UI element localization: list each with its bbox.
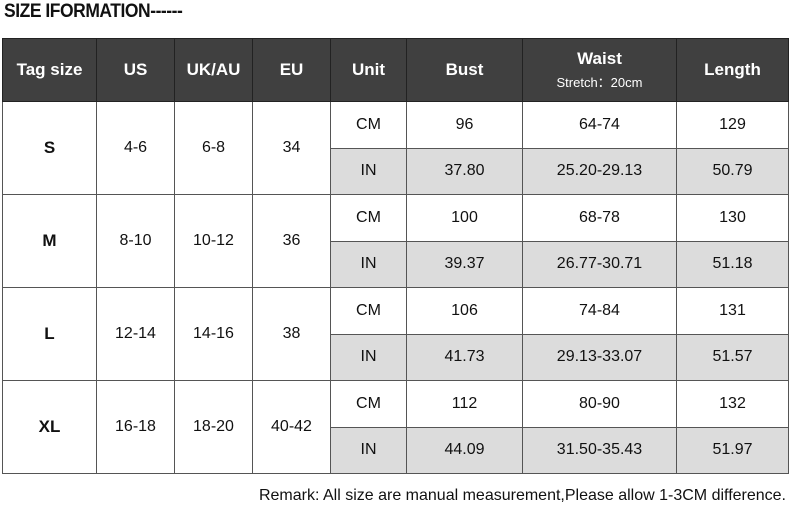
length-cell: 129 (676, 101, 789, 149)
waist-cell: 31.50-35.43 (522, 426, 677, 474)
waist-cell: 74-84 (522, 287, 677, 335)
bust-cell: 100 (406, 194, 523, 242)
unit-cell: CM (330, 287, 407, 335)
eu-size-cell: 38 (252, 287, 331, 381)
table-row-in: IN 37.80 25.20-29.13 50.79 (3, 147, 789, 195)
size-table: Tag size US UK/AU EU Unit Bust Waist Stre… (2, 38, 789, 474)
unit-cell: IN (330, 333, 407, 381)
tag-size-cell: S (2, 101, 97, 195)
table-row-in: IN 41.73 29.13-33.07 51.57 (3, 333, 789, 381)
length-cell: 51.57 (676, 333, 789, 381)
unit-cell: IN (330, 147, 407, 195)
us-size-cell: 8-10 (96, 194, 175, 288)
unit-cell: CM (330, 101, 407, 149)
page-title: SIZE IFORMATION------ (4, 1, 183, 22)
length-cell: 50.79 (676, 147, 789, 195)
waist-cell: 80-90 (522, 380, 677, 428)
header-eu: EU (252, 38, 331, 102)
header-row: Tag size US UK/AU EU Unit Bust Waist Stre… (2, 38, 789, 102)
header-waist-label: Waist (577, 49, 622, 68)
header-uk-au: UK/AU (174, 38, 253, 102)
header-unit: Unit (330, 38, 407, 102)
bust-cell: 96 (406, 101, 523, 149)
table-row-cm: XL 16-18 18-20 40-42 CM 112 80-90 132 (2, 380, 789, 474)
header-length: Length (676, 38, 789, 102)
header-us: US (96, 38, 175, 102)
table-row-cm: S 4-6 6-8 34 CM 96 64-74 129 (2, 101, 789, 195)
uk-au-size-cell: 18-20 (174, 380, 253, 474)
tag-size-cell: M (2, 194, 97, 288)
unit-cell: IN (330, 240, 407, 288)
table-row-in: IN 39.37 26.77-30.71 51.18 (3, 240, 789, 288)
unit-cell: IN (330, 426, 407, 474)
length-cell: 131 (676, 287, 789, 335)
length-cell: 132 (676, 380, 789, 428)
length-cell: 51.97 (676, 426, 789, 474)
unit-cell: CM (330, 194, 407, 242)
bust-cell: 44.09 (406, 426, 523, 474)
uk-au-size-cell: 14-16 (174, 287, 253, 381)
length-cell: 130 (676, 194, 789, 242)
us-size-cell: 16-18 (96, 380, 175, 474)
unit-cell: CM (330, 380, 407, 428)
uk-au-size-cell: 10-12 (174, 194, 253, 288)
bust-cell: 106 (406, 287, 523, 335)
waist-cell: 64-74 (522, 101, 677, 149)
us-size-cell: 12-14 (96, 287, 175, 381)
eu-size-cell: 36 (252, 194, 331, 288)
header-waist: Waist Stretch：20cm (522, 38, 677, 102)
header-bust: Bust (406, 38, 523, 102)
waist-cell: 68-78 (522, 194, 677, 242)
eu-size-cell: 40-42 (252, 380, 331, 474)
eu-size-cell: 34 (252, 101, 331, 195)
tag-size-cell: XL (2, 380, 97, 474)
uk-au-size-cell: 6-8 (174, 101, 253, 195)
bust-cell: 112 (406, 380, 523, 428)
waist-cell: 29.13-33.07 (522, 333, 677, 381)
waist-stretch-note: Stretch：20cm (556, 75, 643, 90)
bust-cell: 41.73 (406, 333, 523, 381)
waist-cell: 25.20-29.13 (522, 147, 677, 195)
tag-size-cell: L (2, 287, 97, 381)
header-tag-size: Tag size (2, 38, 97, 102)
bust-cell: 39.37 (406, 240, 523, 288)
remark-note: Remark: All size are manual measurement,… (258, 487, 786, 504)
table-row-cm: L 12-14 14-16 38 CM 106 74-84 131 (2, 287, 789, 381)
table-row-in: IN 44.09 31.50-35.43 51.97 (3, 426, 789, 474)
us-size-cell: 4-6 (96, 101, 175, 195)
table-row-cm: M 8-10 10-12 36 CM 100 68-78 130 (2, 194, 789, 288)
bust-cell: 37.80 (406, 147, 523, 195)
waist-cell: 26.77-30.71 (522, 240, 677, 288)
length-cell: 51.18 (676, 240, 789, 288)
